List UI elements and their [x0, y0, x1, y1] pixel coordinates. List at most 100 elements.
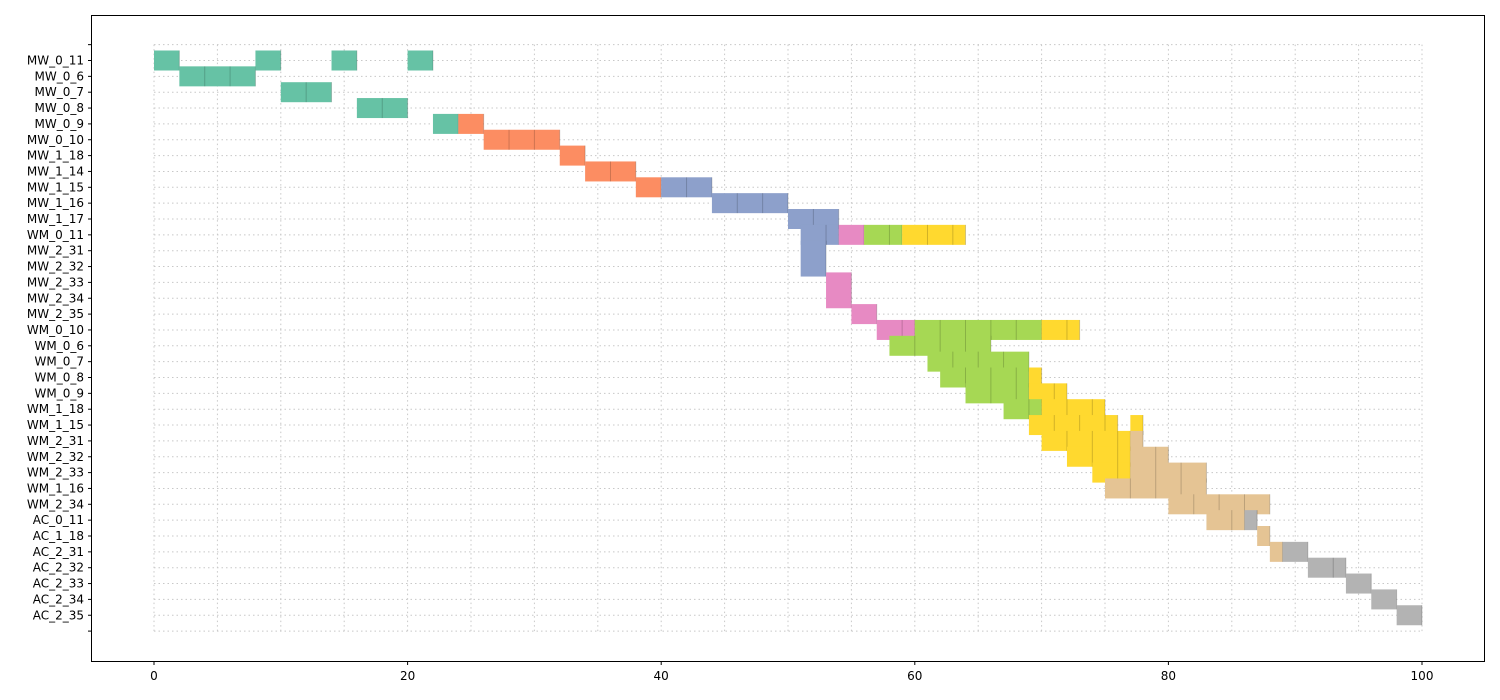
x-tick-label: 100: [1411, 669, 1434, 683]
x-tick-label: 0: [150, 669, 158, 683]
task-bar: [914, 319, 1042, 340]
task-bar: [1257, 526, 1270, 546]
y-tick-label: MW_0_8: [35, 101, 85, 115]
task-bar: [1371, 589, 1397, 610]
y-tick-label: AC_2_31: [33, 545, 84, 559]
task-bar: [1244, 510, 1258, 531]
task-bar: [407, 50, 433, 71]
plot-frame: [91, 15, 1485, 662]
task-bar: [1282, 541, 1308, 562]
task-bar: [864, 224, 903, 245]
task-bar: [902, 224, 966, 245]
task-bar: [1345, 573, 1372, 594]
task-bar: [711, 193, 788, 214]
task-bar: [1307, 557, 1346, 578]
task-bar: [1269, 541, 1283, 562]
task-bar: [458, 113, 484, 134]
y-tick-label: WM_0_11: [27, 228, 84, 242]
task-bar: [1028, 367, 1042, 388]
task-bar: [826, 272, 852, 309]
task-bar: [255, 50, 281, 71]
y-tick-label: AC_2_35: [33, 608, 84, 622]
y-tick-label: MW_1_16: [27, 196, 84, 210]
y-tick-label: WM_2_32: [27, 450, 84, 464]
task-bar: [154, 50, 180, 71]
task-bar: [940, 367, 1029, 388]
task-bar: [1041, 399, 1105, 420]
y-tick-label: MW_2_33: [27, 275, 84, 289]
y-tick-label: MW_1_15: [27, 180, 84, 194]
task-bar: [1130, 462, 1207, 483]
y-tick-label: MW_0_11: [27, 54, 84, 68]
y-tick-label: WM_1_18: [27, 402, 84, 416]
y-tick-label: WM_0_9: [35, 386, 85, 400]
y-tick-label: AC_2_34: [33, 592, 84, 606]
task-bar: [876, 319, 915, 340]
y-tick-label: WM_0_10: [27, 323, 84, 337]
task-bar: [1092, 462, 1131, 483]
task-bar: [1130, 446, 1169, 467]
task-bar: [1003, 399, 1042, 420]
task-bar: [483, 129, 560, 150]
task-bar: [1130, 430, 1144, 451]
task-bar: [635, 177, 662, 198]
task-bar: [838, 224, 865, 245]
task-bars: [154, 50, 1423, 626]
y-tick-label: WM_1_16: [27, 481, 84, 495]
task-bar: [179, 66, 256, 87]
task-bar: [1028, 383, 1067, 404]
y-tick-label: MW_1_18: [27, 149, 84, 163]
y-tick-label: WM_1_15: [27, 418, 84, 432]
y-tick-label: MW_0_9: [35, 117, 85, 131]
y-tick-label: MW_0_10: [27, 133, 84, 147]
y-tick-label: WM_0_7: [35, 355, 85, 369]
task-bar: [1206, 510, 1245, 531]
task-bar: [1041, 319, 1080, 340]
task-bar: [1396, 605, 1422, 626]
task-bar: [356, 98, 408, 119]
task-bar: [280, 82, 332, 103]
y-tick-label: AC_1_18: [33, 529, 84, 543]
x-tick-label: 40: [654, 669, 669, 683]
task-bar: [927, 351, 1029, 372]
task-bar: [889, 335, 991, 356]
y-tick-label: MW_2_31: [27, 244, 84, 258]
task-bar: [331, 50, 357, 71]
x-axis: 0 20 40 60 80 100: [150, 661, 1433, 683]
task-bar: [800, 224, 839, 245]
task-bar: [1028, 415, 1118, 436]
task-bar: [965, 383, 1029, 404]
task-bar: [851, 304, 877, 325]
y-tick-label: WM_2_33: [27, 466, 84, 480]
y-tick-label: WM_2_34: [27, 497, 84, 511]
y-tick-label: WM_0_8: [35, 371, 85, 385]
task-bar: [1041, 430, 1131, 451]
y-tick-label: MW_2_34: [27, 291, 84, 305]
x-tick-label: 80: [1161, 669, 1176, 683]
y-tick-label: MW_0_6: [35, 69, 85, 83]
task-bar: [1130, 415, 1144, 436]
y-tick-label: WM_0_6: [35, 339, 85, 353]
y-tick-label: WM_2_31: [27, 434, 84, 448]
task-bar: [661, 177, 712, 198]
y-tick-label: AC_2_32: [33, 561, 84, 575]
y-tick-label: MW_0_7: [35, 85, 85, 99]
task-bar: [432, 113, 459, 134]
x-tick-label: 20: [400, 669, 415, 683]
y-tick-label: AC_0_11: [33, 513, 84, 527]
task-bar: [1168, 494, 1270, 515]
task-bar: [1105, 478, 1207, 499]
y-tick-label: MW_2_35: [27, 307, 84, 321]
y-tick-label: MW_1_14: [27, 164, 84, 178]
y-tick-label: MW_1_17: [27, 212, 84, 226]
y-tick-label: MW_2_32: [27, 260, 84, 274]
task-bar: [559, 145, 586, 166]
task-bar: [1066, 446, 1131, 467]
y-tick-label: AC_2_33: [33, 577, 84, 591]
task-bar: [585, 161, 636, 182]
task-bar: [788, 209, 839, 229]
task-bar: [800, 240, 827, 277]
